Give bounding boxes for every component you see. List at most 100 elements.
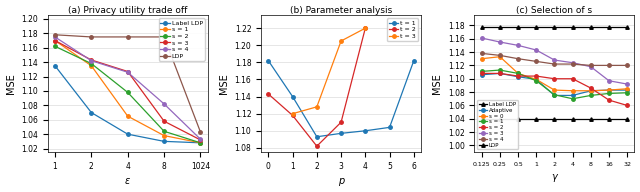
Line: Label LDP: Label LDP <box>480 25 629 28</box>
s = 2 <box>478 72 486 74</box>
s = 2 <box>514 75 522 77</box>
Label LDP <box>496 26 504 28</box>
s = 0 <box>569 90 577 92</box>
s = 2 <box>124 91 132 94</box>
s = 1 <box>550 94 558 96</box>
s = 4 <box>550 63 558 65</box>
Line: t = 3: t = 3 <box>291 26 367 115</box>
s = 2 <box>587 87 595 89</box>
s = 4 <box>605 64 613 67</box>
Adaptive <box>587 90 595 92</box>
s = 1 <box>532 80 540 82</box>
Label LDP <box>514 26 522 28</box>
s = 3 <box>623 83 631 85</box>
Line: s = 0: s = 0 <box>480 55 629 93</box>
s = 4 <box>514 58 522 60</box>
s = 4 <box>88 60 95 62</box>
s = 4 <box>51 36 59 38</box>
s = 2 <box>569 78 577 80</box>
Y-axis label: MSE: MSE <box>6 73 15 94</box>
s = 1 <box>587 94 595 97</box>
s = 4 <box>623 64 631 67</box>
s = 3 <box>196 139 204 141</box>
Line: s = 3: s = 3 <box>480 36 629 86</box>
s = 2 <box>623 104 631 107</box>
t = 1 <box>362 130 369 132</box>
s = 3 <box>160 120 168 122</box>
s = 0 <box>550 89 558 91</box>
Line: s = 2: s = 2 <box>53 45 202 145</box>
t = 2 <box>337 121 345 123</box>
s = 0 <box>605 89 613 91</box>
Line: LDP: LDP <box>480 117 629 121</box>
s = 1 <box>478 70 486 73</box>
LDP <box>478 118 486 120</box>
t = 2 <box>362 27 369 29</box>
s = 1 <box>160 134 168 137</box>
X-axis label: p: p <box>338 176 344 186</box>
s = 4 <box>532 60 540 63</box>
Adaptive <box>623 89 631 91</box>
s = 0 <box>514 72 522 74</box>
Label LDP <box>605 26 613 28</box>
s = 4 <box>478 52 486 55</box>
t = 2 <box>313 145 321 147</box>
s = 3 <box>605 80 613 82</box>
t = 2 <box>264 93 272 95</box>
t = 3 <box>289 113 296 115</box>
X-axis label: ε: ε <box>125 176 131 186</box>
s = 1 <box>605 92 613 95</box>
LDP <box>496 118 504 120</box>
Line: s = 4: s = 4 <box>480 52 629 67</box>
s = 4 <box>124 71 132 73</box>
Label LDP <box>550 26 558 28</box>
Title: (b) Parameter analysis: (b) Parameter analysis <box>290 6 392 15</box>
s = 2 <box>532 75 540 77</box>
s = 2 <box>51 45 59 47</box>
Label LDP <box>587 26 595 28</box>
Legend: Label LDP, s = 1, s = 2, s = 3, s = 4, LDP: Label LDP, s = 1, s = 2, s = 3, s = 4, L… <box>159 18 205 61</box>
Adaptive <box>532 78 540 81</box>
Line: t = 1: t = 1 <box>267 59 415 138</box>
s = 0 <box>532 78 540 81</box>
t = 3 <box>362 27 369 29</box>
Y-axis label: MSE: MSE <box>432 73 442 94</box>
Line: LDP: LDP <box>53 33 202 134</box>
s = 3 <box>550 59 558 61</box>
s = 3 <box>51 39 59 42</box>
Label LDP <box>51 65 59 67</box>
LDP <box>160 36 168 38</box>
s = 1 <box>196 142 204 144</box>
LDP <box>196 131 204 133</box>
Adaptive <box>496 72 504 74</box>
Label LDP <box>478 26 486 28</box>
s = 0 <box>478 58 486 60</box>
X-axis label: γ: γ <box>552 172 557 182</box>
Line: t = 2: t = 2 <box>267 26 367 148</box>
t = 1 <box>410 60 418 62</box>
s = 1 <box>623 92 631 94</box>
s = 3 <box>478 37 486 39</box>
s = 0 <box>496 55 504 58</box>
t = 1 <box>337 132 345 135</box>
Title: (c) Selection of s: (c) Selection of s <box>516 6 593 15</box>
s = 1 <box>496 69 504 71</box>
LDP <box>51 34 59 36</box>
Adaptive <box>605 89 613 91</box>
Y-axis label: MSE: MSE <box>219 73 229 94</box>
t = 3 <box>313 106 321 108</box>
t = 1 <box>289 95 296 98</box>
Line: s = 3: s = 3 <box>53 39 202 142</box>
s = 3 <box>587 66 595 68</box>
s = 4 <box>587 64 595 67</box>
t = 1 <box>264 60 272 62</box>
LDP <box>587 118 595 120</box>
s = 4 <box>196 138 204 140</box>
LDP <box>124 36 132 38</box>
Adaptive <box>478 74 486 76</box>
Label LDP <box>569 26 577 28</box>
Line: s = 2: s = 2 <box>480 72 629 107</box>
s = 1 <box>88 65 95 67</box>
LDP <box>88 36 95 38</box>
s = 1 <box>124 115 132 117</box>
